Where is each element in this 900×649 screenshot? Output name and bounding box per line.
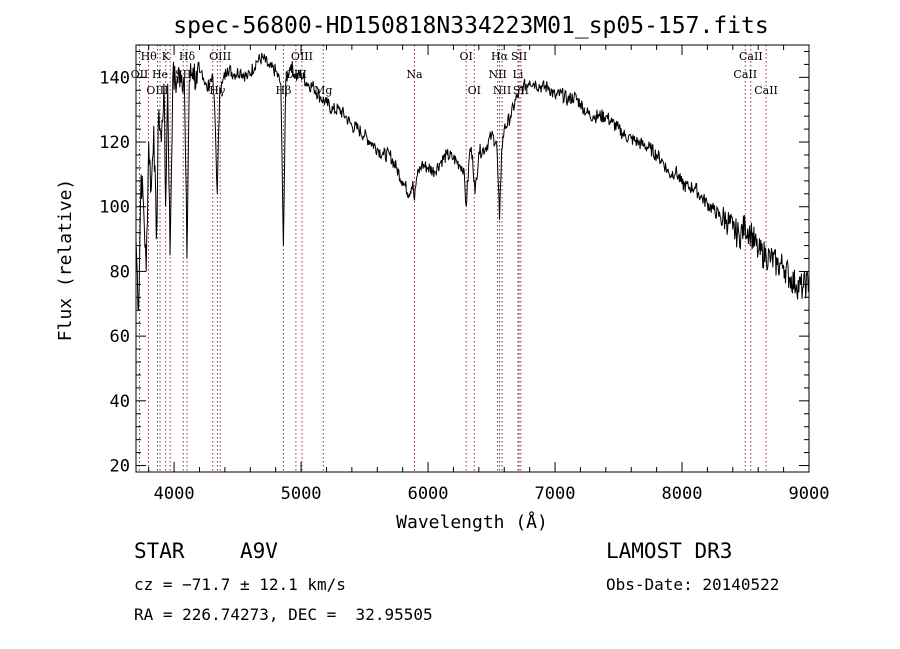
ref-line-label: Hα <box>491 50 509 63</box>
x-tick-label: 8000 <box>662 484 703 504</box>
ref-line-label: NII <box>493 84 511 97</box>
y-tick-label: 120 <box>99 133 130 153</box>
x-axis: 4000 5000 6000 7000 8000 9000 <box>148 45 830 504</box>
ref-line-label: CaII <box>733 68 757 81</box>
object-subclass: A9V <box>240 539 278 563</box>
ref-line-label: CaII <box>754 84 778 97</box>
ref-line-label: Na <box>406 68 423 81</box>
x-tick-label: 5000 <box>281 484 322 504</box>
ref-line-label: Hδ <box>179 50 196 63</box>
x-axis-label: Wavelength (Å) <box>396 511 548 533</box>
spectrum-line <box>135 52 810 311</box>
x-tick-label: 4000 <box>154 484 195 504</box>
coordinates: RA = 226.74273, DEC = 32.95505 <box>134 605 433 624</box>
ref-line-label: OI <box>459 50 472 63</box>
survey-name: LAMOST DR3 <box>606 539 733 563</box>
y-axis-label: Flux (relative) <box>55 179 76 342</box>
ref-line-label: NII <box>488 68 506 81</box>
object-class: STAR <box>134 539 185 563</box>
ref-line-label: OII <box>131 68 149 81</box>
ref-line-label: SII <box>511 50 527 63</box>
ref-line-label: Hγ <box>209 84 226 97</box>
ref-line-label: He <box>152 68 168 81</box>
y-axis: 20 40 60 80 100 120 140 <box>99 50 809 477</box>
observation-date: Obs-Date: 20140522 <box>606 575 780 594</box>
ref-line-label: SII <box>513 84 529 97</box>
ref-line-label: Li <box>513 68 524 81</box>
x-tick-label: 9000 <box>789 484 830 504</box>
y-tick-label: 140 <box>99 68 130 88</box>
y-tick-label: 60 <box>110 327 130 347</box>
plot-frame <box>135 44 810 473</box>
spectrum-series <box>135 52 810 311</box>
x-tick-label: 6000 <box>408 484 449 504</box>
ref-line-label: K <box>162 50 171 63</box>
ref-line-label: Hβ <box>275 84 291 97</box>
reference-lines <box>138 45 767 472</box>
ref-line-label: Hθ <box>141 50 158 63</box>
x-tick-label: 7000 <box>535 484 576 504</box>
ref-line-label: OI <box>468 84 481 97</box>
ref-line-label: OIII <box>146 84 168 97</box>
y-tick-label: 40 <box>110 392 130 412</box>
y-tick-label: 20 <box>110 457 130 477</box>
ref-line-label: OIII <box>291 50 313 63</box>
redshift-velocity: cz = −71.7 ± 12.1 km/s <box>134 575 346 594</box>
ref-line-label: OIII <box>209 50 231 63</box>
chart-title: spec-56800-HD150818N334223M01_sp05-157.f… <box>173 13 768 39</box>
y-tick-label: 100 <box>99 198 130 218</box>
ref-line-label: CaII <box>739 50 763 63</box>
y-tick-label: 80 <box>110 262 130 282</box>
